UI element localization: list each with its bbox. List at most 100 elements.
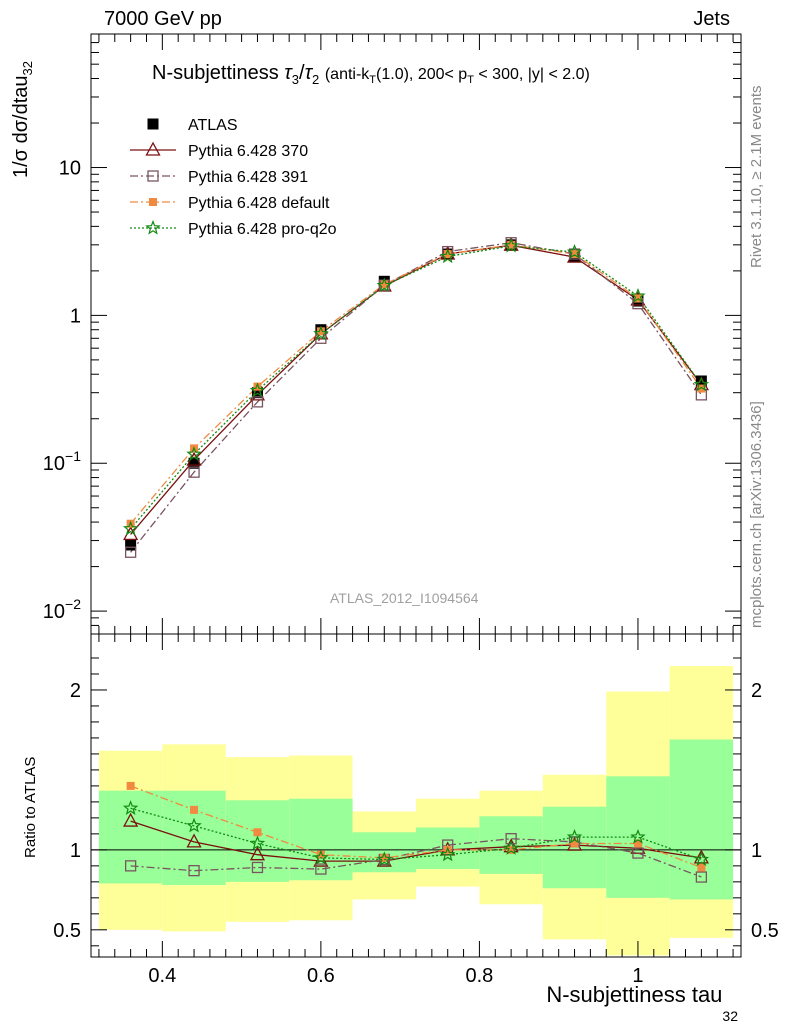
ratio-point-pythia-6-428-370 bbox=[186, 833, 202, 848]
y-tick-label-ratio-left: 0.5 bbox=[53, 920, 81, 942]
legend-marker bbox=[145, 219, 161, 235]
data-point-pythia-6-428-pro-q2o bbox=[376, 277, 393, 293]
ratio-point-pythia-6-428-391 bbox=[188, 865, 200, 877]
header-right: Jets bbox=[693, 8, 730, 30]
ratio-band-inner bbox=[606, 776, 670, 898]
data-point-pythia-6-428-pro-q2o bbox=[249, 382, 266, 398]
data-point-pythia-6-428-default bbox=[570, 250, 579, 259]
x-tick-label: 0.8 bbox=[466, 965, 494, 987]
x-tick-label: 1 bbox=[632, 965, 643, 987]
ratio-point-pythia-6-428-default bbox=[570, 839, 579, 848]
y-tick-label-main: 1 bbox=[70, 305, 81, 327]
data-point-pythia-6-428-pro-q2o bbox=[693, 376, 710, 392]
main-title: N-subjettiness τ3/τ2 (anti-kT(1.0), 200<… bbox=[152, 62, 590, 87]
y-axis-label-main: 1/σ dσ/dtau32 bbox=[10, 61, 35, 178]
ratio-point-pythia-6-428-370 bbox=[249, 846, 266, 861]
ratio-point-pythia-6-428-pro-q2o bbox=[376, 851, 393, 867]
data-point-pythia-6-428-pro-q2o bbox=[439, 248, 456, 264]
ratio-point-pythia-6-428-pro-q2o bbox=[313, 849, 329, 865]
ratio-band-inner bbox=[98, 790, 163, 884]
ratio-band-inner bbox=[225, 800, 290, 882]
data-point-atlas bbox=[125, 539, 137, 551]
data-point-pythia-6-428-default bbox=[443, 250, 452, 259]
ratio-point-pythia-6-428-pro-q2o bbox=[503, 840, 519, 855]
ratio-line-pythia-6-428-default bbox=[130, 785, 702, 869]
x-axis-label: N-subjettiness tau32 bbox=[546, 982, 738, 1024]
data-point-pythia-6-428-pro-q2o bbox=[186, 446, 202, 461]
x-tick-label: 0.4 bbox=[148, 965, 176, 987]
series-line-pythia-6-428-pro-q2o bbox=[130, 245, 702, 530]
ratio-point-pythia-6-428-default bbox=[316, 850, 325, 859]
data-point-pythia-6-428-pro-q2o bbox=[566, 243, 583, 259]
series-line-pythia-6-428-default bbox=[130, 244, 702, 525]
data-point-pythia-6-428-pro-q2o bbox=[122, 520, 139, 536]
data-point-pythia-6-428-391 bbox=[251, 396, 264, 408]
y-tick-label-main: 10 bbox=[59, 158, 81, 180]
ratio-point-pythia-6-428-pro-q2o bbox=[693, 851, 710, 867]
ratio-point-pythia-6-428-391 bbox=[695, 871, 708, 883]
ratio-band-inner bbox=[162, 790, 226, 886]
ratio-point-pythia-6-428-default bbox=[697, 863, 706, 872]
legend-label: Pythia 6.428 391 bbox=[188, 169, 308, 186]
rivet-label: Rivet 3.1.10, ≥ 2.1M events bbox=[748, 85, 765, 269]
ratio-point-pythia-6-428-391 bbox=[251, 861, 264, 874]
header-left: 7000 GeV pp bbox=[104, 8, 222, 30]
legend-marker bbox=[147, 170, 159, 182]
legend-marker bbox=[147, 118, 159, 130]
data-point-pythia-6-428-391 bbox=[568, 248, 581, 260]
data-point-pythia-6-428-default bbox=[380, 280, 389, 289]
y-tick-label-main: 10−1 bbox=[43, 448, 81, 475]
ratio-point-pythia-6-428-391 bbox=[505, 833, 517, 845]
data-point-pythia-6-428-default bbox=[253, 382, 262, 391]
data-point-pythia-6-428-default bbox=[697, 384, 706, 393]
ratio-point-pythia-6-428-pro-q2o bbox=[186, 817, 202, 833]
data-point-atlas bbox=[251, 387, 263, 399]
data-point-atlas bbox=[188, 457, 200, 469]
legend-marker bbox=[149, 198, 157, 206]
y-axis-label-ratio: Ratio to ATLAS bbox=[22, 756, 39, 858]
ratio-point-pythia-6-428-pro-q2o bbox=[630, 828, 646, 844]
ratio-point-pythia-6-428-default bbox=[507, 845, 516, 854]
ratio-point-pythia-6-428-391 bbox=[124, 860, 137, 872]
data-point-pythia-6-428-default bbox=[316, 327, 325, 336]
legend-label: Pythia 6.428 pro-q2o bbox=[188, 221, 337, 238]
ratio-point-pythia-6-428-pro-q2o bbox=[249, 835, 266, 851]
y-tick-label-ratio-right: 0.5 bbox=[751, 920, 779, 942]
ratio-point-pythia-6-428-391 bbox=[632, 847, 644, 859]
y-tick-label-main: 10−2 bbox=[43, 596, 81, 623]
ratio-band-inner bbox=[289, 798, 353, 881]
legend-label: Pythia 6.428 370 bbox=[188, 143, 308, 160]
data-point-atlas bbox=[695, 375, 707, 387]
ratio-point-pythia-6-428-pro-q2o bbox=[439, 846, 456, 862]
ratio-band-inner bbox=[669, 739, 734, 900]
ratio-point-pythia-6-428-default bbox=[190, 805, 199, 814]
y-tick-label-ratio-left: 1 bbox=[70, 840, 81, 862]
ratio-point-pythia-6-428-default bbox=[380, 853, 389, 862]
data-point-pythia-6-428-pro-q2o bbox=[313, 325, 329, 341]
ratio-point-pythia-6-428-default bbox=[126, 781, 135, 790]
series-line-pythia-6-428-391 bbox=[130, 242, 702, 553]
ratio-point-pythia-6-428-pro-q2o bbox=[566, 828, 583, 844]
data-point-pythia-6-428-pro-q2o bbox=[503, 237, 519, 253]
ratio-band-inner bbox=[479, 816, 543, 874]
y-tick-label-ratio-right: 1 bbox=[751, 840, 762, 862]
ratio-point-pythia-6-428-pro-q2o bbox=[122, 800, 139, 815]
y-tick-label-ratio-left: 2 bbox=[70, 680, 81, 702]
legend-label: ATLAS bbox=[188, 117, 238, 134]
ratio-line-pythia-6-428-370 bbox=[130, 820, 702, 862]
ratio-point-pythia-6-428-391 bbox=[315, 863, 327, 875]
series-line-pythia-6-428-370 bbox=[130, 244, 702, 535]
data-point-pythia-6-428-391 bbox=[124, 546, 137, 558]
analysis-watermark: ATLAS_2012_I1094564 bbox=[330, 590, 479, 606]
ratio-point-pythia-6-428-default bbox=[253, 828, 262, 837]
legend-label: Pythia 6.428 default bbox=[188, 195, 330, 212]
ratio-point-pythia-6-428-default bbox=[443, 845, 452, 854]
data-point-pythia-6-428-default bbox=[507, 240, 516, 249]
y-tick-label-ratio-right: 2 bbox=[751, 680, 762, 702]
data-point-pythia-6-428-391 bbox=[188, 466, 200, 478]
x-tick-label: 0.6 bbox=[307, 965, 335, 987]
ratio-point-pythia-6-428-default bbox=[633, 839, 642, 848]
data-point-pythia-6-428-pro-q2o bbox=[630, 287, 646, 303]
ratio-point-pythia-6-428-370 bbox=[123, 812, 139, 827]
